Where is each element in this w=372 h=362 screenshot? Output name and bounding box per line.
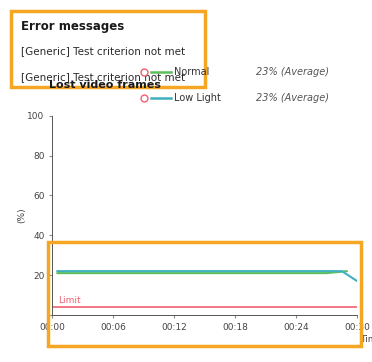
Text: Time (min:sec): Time (min:sec) <box>360 335 372 344</box>
Y-axis label: (%): (%) <box>17 207 26 223</box>
FancyBboxPatch shape <box>11 11 205 87</box>
Text: Lost video frames: Lost video frames <box>49 80 161 90</box>
Text: [Generic] Test criterion not met: [Generic] Test criterion not met <box>21 46 185 56</box>
Text: 23% (Average): 23% (Average) <box>256 67 330 77</box>
Text: Normal: Normal <box>174 67 209 77</box>
Text: Low Light: Low Light <box>174 93 221 103</box>
Text: Limit: Limit <box>58 296 81 304</box>
Text: 23% (Average): 23% (Average) <box>256 93 330 103</box>
Text: Error messages: Error messages <box>21 20 124 33</box>
Text: [Generic] Test criterion not met: [Generic] Test criterion not met <box>21 72 185 82</box>
